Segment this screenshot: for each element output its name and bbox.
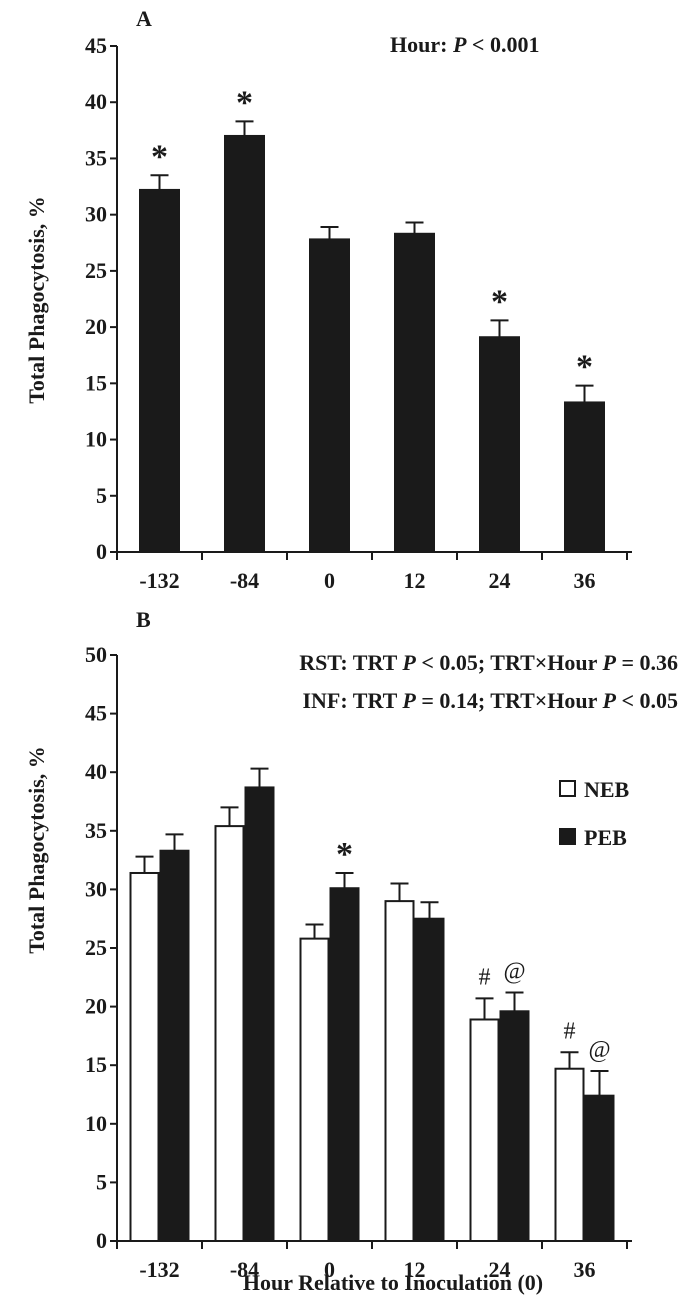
panel-b-neb-significance-marker: # [564,1018,576,1044]
panel-a-annotation-prefix: Hour: [390,32,453,57]
panel-a-series-significance-marker: * [576,349,593,386]
panel-b-y-tick-label: 10 [85,1111,107,1136]
panel-a-y-axis-title: Total Phagocytosis, % [24,196,49,404]
panel-a-x-tick-label: 12 [404,568,426,593]
panel-a-annotation-p: P [452,32,467,57]
panel-b-peb-significance-marker: * [336,836,353,873]
panel-b-annotation-segment: P [401,688,416,713]
panel-b-x-tick-label: 0 [324,1257,335,1282]
panel-b-x-ticks: -132 -84 0 12 24 36 [116,1241,628,1282]
panel-b-y-tick-label: 30 [85,876,107,901]
panel-a-y-tick-label: 10 [85,427,107,452]
panel-b-neb-bar [469,1018,500,1242]
panel-b-neb-significance-marker: # [479,964,491,990]
panel-b-peb-bar [244,786,275,1242]
panel-b-y-tick-label: 20 [85,994,107,1019]
panel-a-y-tick-label: 40 [85,89,107,114]
panel-b-annotation-line-2: INF: TRT P = 0.14; TRT×Hour P < 0.05 [302,688,678,713]
panel-a-y-tick-label: 45 [85,33,107,58]
panel-a-x-tick-label: 24 [489,568,511,593]
panel-b-y-tick-label: 35 [85,818,107,843]
legend-label-peb: PEB [584,825,627,850]
panel-b-peb-significance-marker: @ [588,1037,610,1063]
panel-b-peb-significance-marker: @ [503,959,525,985]
panel-a-x-tick-label: -84 [230,568,259,593]
panel-b-peb-bar [414,917,445,1242]
panel-a-series-bar [224,134,265,553]
panel-a-series-significance-marker: * [491,283,508,320]
panel-b-annotation-segment: = 0.14; TRT×Hour [416,688,603,713]
panel-a-y-tick-label: 0 [96,539,107,564]
panel-a-annotation-rest: < 0.001 [466,32,539,57]
panel-b-y-tick-label: 45 [85,701,107,726]
panel-b-y-tick-label: 50 [85,642,107,667]
panel-b-chart: B RST: TRT P < 0.05; TRT×Hour P = 0.36 I… [24,607,678,1295]
panel-b-peb-bar [329,887,360,1243]
panel-a-y-ticks: 0 5 10 15 20 25 30 35 40 45 [85,33,117,564]
panel-b-annotation-segment: < 0.05 [616,688,678,713]
panel-b-peb-bar [159,849,190,1242]
panel-a-series-bar [479,336,520,553]
panel-a-x-ticks: -132 -84 0 12 24 36 [116,552,628,593]
panel-b-annotation-segment: P [602,650,617,675]
panel-a-x-tick-label: 36 [574,568,596,593]
panel-b-x-tick-label: 12 [404,1257,426,1282]
panel-b-x-axis-title: Hour Relative to Inoculation (0) [243,1270,543,1295]
panel-b-annotation-segment: RST: TRT [299,650,402,675]
panel-b-x-tick-label: 36 [574,1257,596,1282]
panel-b-legend: NEB PEB [559,777,630,850]
panel-b-y-tick-label: 0 [96,1228,107,1253]
panel-a-series-significance-marker: * [236,84,253,121]
legend-swatch-peb [559,828,576,845]
panel-a-y-tick-label: 30 [85,202,107,227]
panel-b-neb-bar [554,1067,585,1242]
panel-a-series-bar [309,238,350,553]
panel-b-annotation-segment: < 0.05; TRT×Hour [416,650,603,675]
panel-b-y-tick-label: 15 [85,1052,107,1077]
panel-b-annotation-segment: = 0.36 [616,650,678,675]
panel-a-y-tick-label: 20 [85,314,107,339]
panel-b-bars: # # * @ @ [129,767,615,1243]
panel-b-annotation-segment: P [602,688,617,713]
panel-a-series-bar [564,401,605,553]
panel-b-neb-bar [299,937,330,1243]
panel-b-annotation-segment: INF: TRT [302,688,402,713]
panel-a-series-bar [394,232,435,553]
panel-b-annotation-segment: P [401,650,416,675]
panel-a-letter: A [136,6,152,31]
panel-b-y-tick-label: 5 [96,1169,107,1194]
panel-b-x-tick-label: -132 [139,1257,179,1282]
panel-a-y-tick-label: 15 [85,370,107,395]
panel-b-peb-bar [499,1010,530,1243]
panel-b-y-ticks: 0 5 10 15 20 25 30 35 40 45 50 [85,642,117,1253]
panel-a-series-bar [139,188,180,553]
panel-b-letter: B [136,607,151,632]
legend-swatch-neb [559,780,576,797]
panel-a-y-tick-label: 35 [85,145,107,170]
panel-a-x-tick-label: 0 [324,568,335,593]
panel-b-annotation-line-1: RST: TRT P < 0.05; TRT×Hour P = 0.36 [299,650,678,675]
panel-a-series-significance-marker: * [151,138,168,175]
panel-b-neb-bar [129,871,160,1242]
panel-a-chart: A Hour: P < 0.001 Total Phagocytosis, % … [24,6,632,593]
panel-a-y-tick-label: 25 [85,258,107,283]
panel-b-y-tick-label: 40 [85,759,107,784]
panel-b-neb-bar [214,825,245,1242]
panel-b-y-axis-title: Total Phagocytosis, % [24,746,49,954]
panel-b-peb-bar [584,1094,615,1242]
panel-a-x-tick-label: -132 [139,568,179,593]
legend-label-neb: NEB [584,777,630,802]
panel-b-y-tick-label: 25 [85,935,107,960]
panel-b-neb-bar [384,900,415,1242]
panel-a-y-tick-label: 5 [96,483,107,508]
panel-a-bars: * * * * [139,84,605,553]
panel-a-annotation: Hour: P < 0.001 [390,32,539,57]
panel-b-x-tick-label: 24 [489,1257,511,1282]
panel-b-x-tick-label: -84 [230,1257,259,1282]
